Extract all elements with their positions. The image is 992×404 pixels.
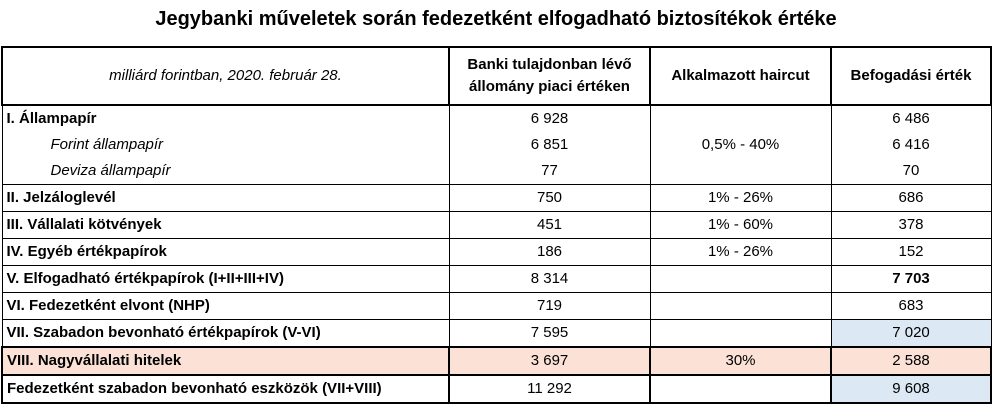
table-row: V. Elfogadható értékpapírok (I+II+III+IV…	[1, 265, 992, 293]
haircut-value: 1% - 26%	[649, 184, 832, 212]
row-label: Deviza állampapír	[1, 158, 450, 185]
haircut-value	[649, 104, 832, 132]
market-value: 451	[448, 211, 651, 239]
column-header-acceptance-value: Befogadási érték	[830, 46, 992, 106]
acceptance-value: 6 486	[830, 104, 992, 132]
acceptance-value: 686	[830, 184, 992, 212]
table-row: Fedezetként szabadon bevonható eszközök …	[1, 374, 992, 404]
haircut-value: 30%	[649, 346, 832, 376]
haircut-value: 1% - 26%	[649, 238, 832, 266]
acceptance-value: 6 416	[830, 132, 992, 158]
market-value: 186	[448, 238, 651, 266]
market-value: 3 697	[448, 346, 651, 376]
acceptance-value: 9 608	[830, 374, 992, 404]
unit-label: milliárd forintban, 2020. február 28.	[1, 46, 450, 106]
row-label: Fedezetként szabadon bevonható eszközök …	[1, 374, 450, 404]
table-row: I. Állampapír 6 928 6 486	[1, 104, 992, 132]
haircut-value	[649, 265, 832, 293]
haircut-value	[649, 158, 832, 185]
market-value: 77	[448, 158, 651, 185]
row-label: VI. Fedezetként elvont (NHP)	[1, 292, 450, 320]
acceptance-value: 683	[830, 292, 992, 320]
acceptance-value: 7 703	[830, 265, 992, 293]
table-row: IV. Egyéb értékpapírok 186 1% - 26% 152	[1, 238, 992, 266]
table-row: Forint állampapír 6 851 0,5% - 40% 6 416	[1, 132, 992, 158]
acceptance-value: 378	[830, 211, 992, 239]
table-row: VIII. Nagyvállalati hitelek 3 697 30% 2 …	[1, 346, 992, 376]
row-label: VIII. Nagyvállalati hitelek	[1, 346, 450, 376]
table-row: VII. Szabadon bevonható értékpapírok (V-…	[1, 319, 992, 348]
row-label: Forint állampapír	[1, 132, 450, 158]
market-value: 7 595	[448, 319, 651, 348]
market-header-line1: Banki tulajdonban lévő	[467, 56, 632, 73]
market-value: 8 314	[448, 265, 651, 293]
market-value: 6 851	[448, 132, 651, 158]
table-row: Deviza állampapír 77 70	[1, 158, 992, 185]
acceptance-value: 70	[830, 158, 992, 185]
table-row: II. Jelzáloglevél 750 1% - 26% 686	[1, 184, 992, 212]
column-header-haircut: Alkalmazott haircut	[649, 46, 832, 106]
row-label: VII. Szabadon bevonható értékpapírok (V-…	[1, 319, 450, 348]
row-label: II. Jelzáloglevél	[1, 184, 450, 212]
market-value: 6 928	[448, 104, 651, 132]
row-label: III. Vállalati kötvények	[1, 211, 450, 239]
table-row: III. Vállalati kötvények 451 1% - 60% 37…	[1, 211, 992, 239]
market-value: 750	[448, 184, 651, 212]
market-value: 11 292	[448, 374, 651, 404]
acceptance-value: 2 588	[830, 346, 992, 376]
table-header-row: milliárd forintban, 2020. február 28. Ba…	[1, 46, 992, 106]
page-title: Jegybanki műveletek során fedezetként el…	[155, 8, 837, 30]
haircut-value	[649, 292, 832, 320]
haircut-value: 0,5% - 40%	[649, 132, 832, 158]
market-header-line2: állomány piaci értéken	[469, 78, 630, 95]
acceptance-value: 7 020	[830, 319, 992, 348]
haircut-value: 1% - 60%	[649, 211, 832, 239]
row-label: V. Elfogadható értékpapírok (I+II+III+IV…	[1, 265, 450, 293]
haircut-value	[649, 374, 832, 404]
row-label: IV. Egyéb értékpapírok	[1, 238, 450, 266]
column-header-market-value: Banki tulajdonban lévő állomány piaci ér…	[448, 46, 651, 106]
haircut-value	[649, 319, 832, 348]
table-row: VI. Fedezetként elvont (NHP) 719 683	[1, 292, 992, 320]
row-label: I. Állampapír	[1, 104, 450, 132]
collateral-table: milliárd forintban, 2020. február 28. Ba…	[1, 46, 992, 404]
acceptance-value: 152	[830, 238, 992, 266]
market-value: 719	[448, 292, 651, 320]
